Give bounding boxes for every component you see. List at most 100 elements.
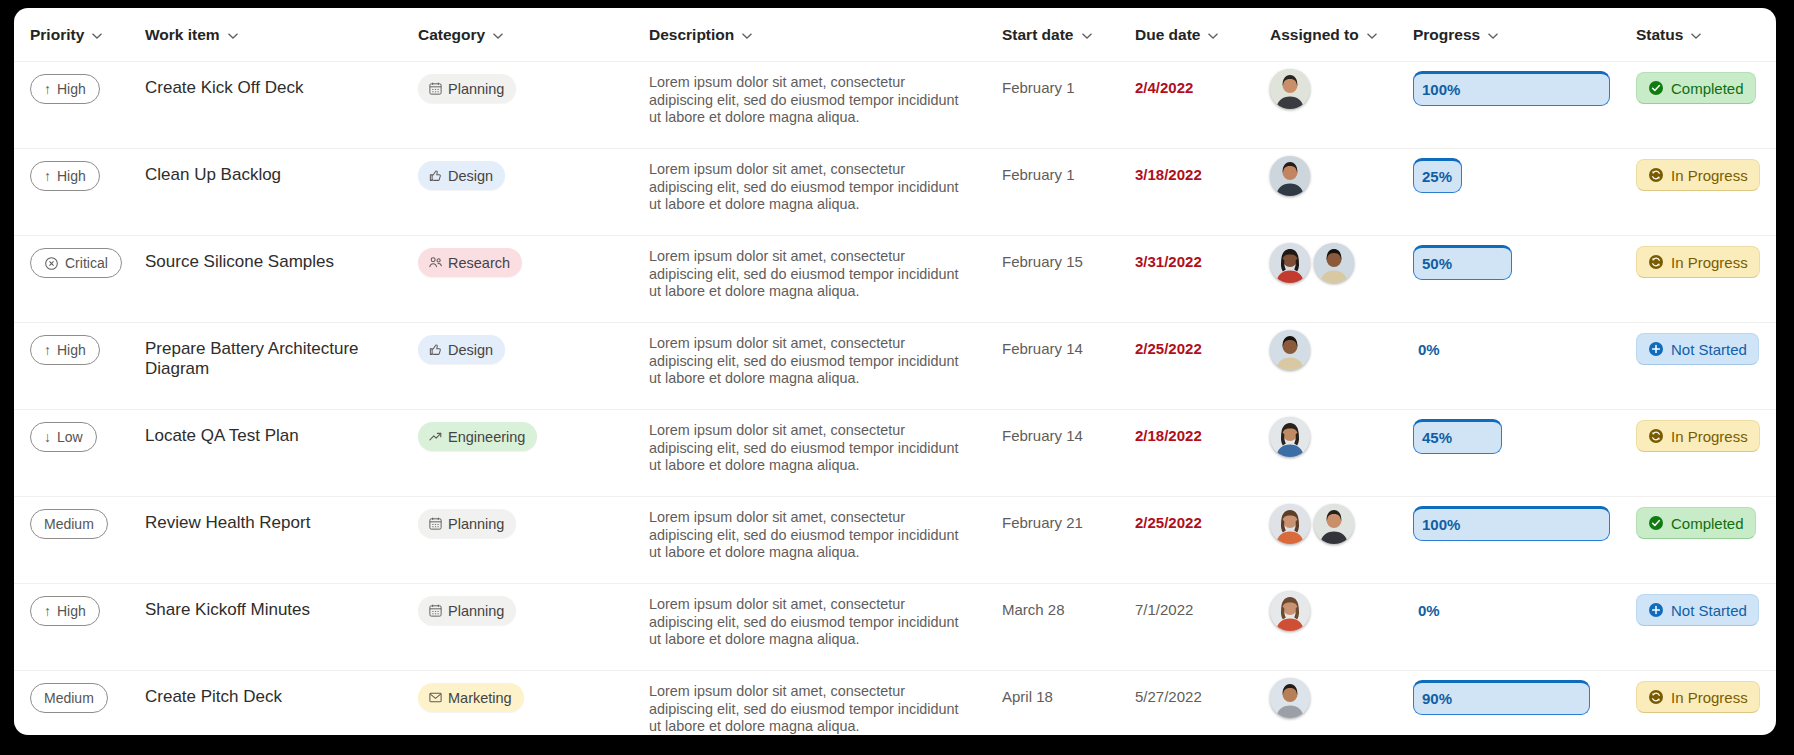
priority-pill[interactable]: Critical bbox=[30, 248, 122, 278]
due-date: 2/25/2022 bbox=[1135, 497, 1270, 583]
column-header-priority[interactable]: Priority bbox=[30, 26, 145, 44]
assignee-avatars[interactable] bbox=[1270, 62, 1413, 148]
progress-cell[interactable]: 0% bbox=[1413, 323, 1636, 409]
column-header-work-item[interactable]: Work item bbox=[145, 26, 418, 44]
assignee-avatars[interactable] bbox=[1270, 323, 1413, 409]
assignee-avatars[interactable] bbox=[1270, 497, 1413, 583]
priority-pill[interactable]: ↑ High bbox=[30, 161, 100, 191]
chevron-down-icon bbox=[1690, 32, 1702, 40]
priority-label: Critical bbox=[65, 255, 108, 271]
assignee-avatars[interactable] bbox=[1270, 671, 1413, 735]
table-row[interactable]: Critical Source Silicone Samples Researc… bbox=[14, 235, 1776, 322]
priority-label: Medium bbox=[44, 516, 94, 532]
progress-bar[interactable]: 90% bbox=[1413, 680, 1590, 715]
status-badge[interactable]: Not Started bbox=[1636, 594, 1759, 626]
status-badge[interactable]: Completed bbox=[1636, 507, 1756, 539]
work-item-title[interactable]: Locate QA Test Plan bbox=[145, 426, 299, 445]
category-tag[interactable]: Research bbox=[418, 248, 522, 277]
status-badge[interactable]: In Progress bbox=[1636, 681, 1760, 713]
column-header-category[interactable]: Category bbox=[418, 26, 649, 44]
priority-label: Low bbox=[57, 429, 83, 445]
sync-circle-icon bbox=[1648, 689, 1664, 705]
column-header-progress[interactable]: Progress bbox=[1413, 26, 1636, 44]
assignee-avatars[interactable] bbox=[1270, 236, 1413, 322]
work-item-title[interactable]: Review Health Report bbox=[145, 513, 310, 532]
column-header-assigned-to[interactable]: Assigned to bbox=[1270, 26, 1413, 44]
category-tag[interactable]: Planning bbox=[418, 509, 516, 538]
progress-cell[interactable]: 90% bbox=[1413, 671, 1636, 735]
avatar[interactable] bbox=[1314, 243, 1354, 283]
progress-value: 90% bbox=[1414, 690, 1452, 707]
status-badge[interactable]: Completed bbox=[1636, 72, 1756, 104]
progress-bar[interactable]: 100% bbox=[1413, 506, 1610, 541]
work-item-title[interactable]: Source Silicone Samples bbox=[145, 252, 334, 271]
assignee-avatars[interactable] bbox=[1270, 149, 1413, 235]
avatar[interactable] bbox=[1270, 504, 1310, 544]
work-item-title[interactable]: Create Kick Off Deck bbox=[145, 78, 303, 97]
table-row[interactable]: Medium Create Pitch Deck Marketing Lorem… bbox=[14, 670, 1776, 735]
category-tag[interactable]: Planning bbox=[418, 596, 516, 625]
column-header-status[interactable]: Status bbox=[1636, 26, 1776, 44]
progress-cell[interactable]: 100% bbox=[1413, 62, 1636, 148]
avatar[interactable] bbox=[1270, 678, 1310, 718]
progress-bar[interactable]: 50% bbox=[1413, 245, 1512, 280]
due-date: 3/18/2022 bbox=[1135, 149, 1270, 235]
category-tag[interactable]: Marketing bbox=[418, 683, 524, 712]
category-tag[interactable]: Engineering bbox=[418, 422, 537, 451]
table-row[interactable]: ↓ Low Locate QA Test Plan Engineering Lo… bbox=[14, 409, 1776, 496]
avatar[interactable] bbox=[1270, 591, 1310, 631]
work-item-title[interactable]: Prepare Battery Architecture Diagram bbox=[145, 339, 359, 378]
work-item-title[interactable]: Share Kickoff Minutes bbox=[145, 600, 310, 619]
status-badge[interactable]: In Progress bbox=[1636, 420, 1760, 452]
category-tag[interactable]: Design bbox=[418, 161, 505, 190]
work-item-title[interactable]: Create Pitch Deck bbox=[145, 687, 282, 706]
priority-pill[interactable]: Medium bbox=[30, 509, 108, 539]
status-badge[interactable]: In Progress bbox=[1636, 246, 1760, 278]
table-row[interactable]: ↑ High Prepare Battery Architecture Diag… bbox=[14, 322, 1776, 409]
progress-cell[interactable]: 0% bbox=[1413, 584, 1636, 670]
category-tag[interactable]: Design bbox=[418, 335, 505, 364]
category-label: Planning bbox=[448, 603, 504, 619]
avatar[interactable] bbox=[1270, 330, 1310, 370]
priority-pill[interactable]: Medium bbox=[30, 683, 108, 713]
progress-bar[interactable]: 100% bbox=[1413, 71, 1610, 106]
progress-cell[interactable]: 100% bbox=[1413, 497, 1636, 583]
avatar[interactable] bbox=[1270, 243, 1310, 283]
progress-cell[interactable]: 25% bbox=[1413, 149, 1636, 235]
priority-pill[interactable]: ↑ High bbox=[30, 596, 100, 626]
chevron-down-icon bbox=[91, 32, 103, 40]
priority-pill[interactable]: ↑ High bbox=[30, 74, 100, 104]
start-date: February 1 bbox=[1002, 62, 1135, 148]
due-date: 3/31/2022 bbox=[1135, 236, 1270, 322]
assignee-avatars[interactable] bbox=[1270, 410, 1413, 496]
chevron-down-icon bbox=[492, 32, 504, 40]
status-badge[interactable]: Not Started bbox=[1636, 333, 1759, 365]
avatar[interactable] bbox=[1270, 417, 1310, 457]
table-row[interactable]: Medium Review Health Report Planning Lor… bbox=[14, 496, 1776, 583]
work-item-title[interactable]: Clean Up Backlog bbox=[145, 165, 281, 184]
due-date: 5/27/2022 bbox=[1135, 671, 1270, 735]
thumb-up-icon bbox=[428, 342, 443, 357]
category-tag[interactable]: Planning bbox=[418, 74, 516, 103]
progress-cell[interactable]: 45% bbox=[1413, 410, 1636, 496]
description-text: Lorem ipsum dolor sit amet, consectetur … bbox=[649, 509, 959, 562]
avatar[interactable] bbox=[1270, 69, 1310, 109]
progress-bar[interactable]: 25% bbox=[1413, 158, 1462, 193]
priority-pill[interactable]: ↓ Low bbox=[30, 422, 97, 452]
chevron-down-icon bbox=[227, 32, 239, 40]
table-row[interactable]: ↑ High Share Kickoff Minutes Planning Lo… bbox=[14, 583, 1776, 670]
column-header-label: Progress bbox=[1413, 26, 1480, 44]
status-badge[interactable]: In Progress bbox=[1636, 159, 1760, 191]
arrow-up-icon: ↑ bbox=[44, 169, 51, 183]
table-row[interactable]: ↑ High Clean Up Backlog Design Lorem ips… bbox=[14, 148, 1776, 235]
column-header-due-date[interactable]: Due date bbox=[1135, 26, 1270, 44]
progress-bar[interactable]: 45% bbox=[1413, 419, 1502, 454]
priority-pill[interactable]: ↑ High bbox=[30, 335, 100, 365]
column-header-description[interactable]: Description bbox=[649, 26, 1002, 44]
assignee-avatars[interactable] bbox=[1270, 584, 1413, 670]
table-row[interactable]: ↑ High Create Kick Off Deck Planning Lor… bbox=[14, 61, 1776, 148]
avatar[interactable] bbox=[1270, 156, 1310, 196]
column-header-start-date[interactable]: Start date bbox=[1002, 26, 1135, 44]
avatar[interactable] bbox=[1314, 504, 1354, 544]
progress-cell[interactable]: 50% bbox=[1413, 236, 1636, 322]
